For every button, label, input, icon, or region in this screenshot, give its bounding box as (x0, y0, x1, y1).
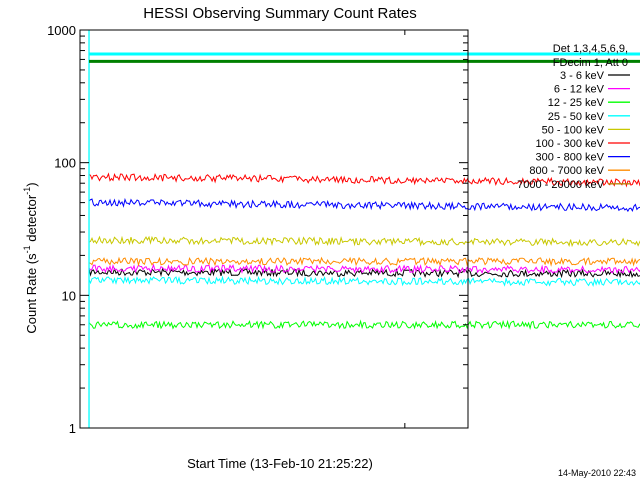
series-line-3-seg-0 (88, 275, 640, 288)
x-axis-label: Start Time (13-Feb-10 21:25:22) (187, 456, 373, 471)
legend-label-4: 50 - 100 keV (542, 124, 605, 136)
y-tick-label-0: 1 (69, 421, 76, 436)
legend-label-5: 100 - 300 keV (536, 138, 605, 150)
footer-date: 14-May-2010 22:43 (558, 468, 636, 478)
y-axis-label: Count Rate (s-1 detector-1) (22, 182, 39, 333)
legend-label-6: 300 - 800 keV (536, 152, 605, 164)
legend-label-2: 12 - 25 keV (548, 97, 605, 109)
ylabel-suffix: ) (24, 182, 39, 186)
ylabel-sup2: -1 (22, 187, 32, 195)
series-line-1-seg-0 (88, 263, 640, 274)
ylabel-prefix: Count Rate (s (24, 253, 39, 334)
y-tick-label-1: 10 (62, 288, 76, 303)
legend-header-1: FDecim 1, Att 0 (553, 57, 628, 69)
axes-layer: 110100100021:3021:4522:0022:1522:3022:45… (47, 23, 469, 436)
legend-label-1: 6 - 12 keV (554, 84, 605, 96)
series-line-2-seg-0 (88, 319, 640, 330)
plot-frame (79, 29, 469, 429)
series-line-4-seg-0 (88, 235, 640, 248)
legend-label-0: 3 - 6 keV (560, 70, 605, 82)
chart-title: HESSI Observing Summary Count Rates (143, 5, 416, 22)
y-tick-label-3: 1000 (47, 23, 76, 38)
y-tick-label-2: 100 (54, 156, 76, 171)
legend-header-0: Det 1,3,4,5,6,9, (553, 43, 628, 55)
ylabel-sup1: -1 (22, 245, 32, 253)
ylabel-mid: detector (24, 194, 39, 245)
legend: Det 1,3,4,5,6,9, FDecim 1, Att 03 - 6 keV… (517, 43, 630, 191)
legend-label-7: 800 - 7000 keV (529, 165, 604, 177)
legend-label-8: 7000 - 20000 keV (517, 179, 605, 191)
overlay-layer: NSRD9RD4 (88, 30, 640, 428)
legend-label-3: 25 - 50 keV (548, 111, 605, 123)
svg-text:Count Rate (s-1 detector-1): Count Rate (s-1 detector-1) (22, 182, 39, 333)
